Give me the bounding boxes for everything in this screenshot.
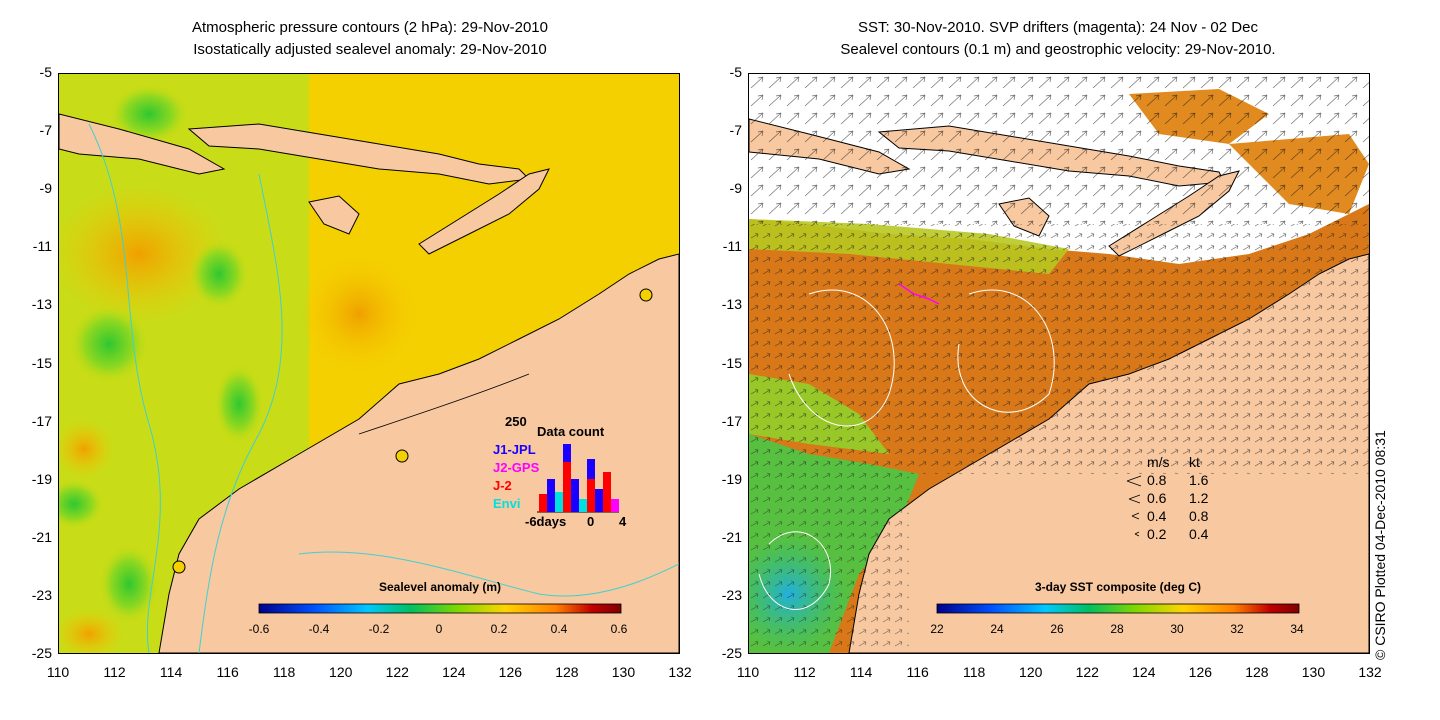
latitude-tick-label: -25	[31, 645, 52, 661]
latitude-tick-label: -9	[729, 180, 742, 197]
right-colorbar-tick: 30	[1170, 622, 1184, 636]
longitude-tick-label: 112	[793, 664, 816, 680]
longitude-tick-label: 130	[611, 664, 636, 680]
latitude-tick-label: -15	[31, 354, 52, 371]
longitude-tick-label: 112	[103, 664, 126, 680]
right-colorbar-tick: 22	[930, 622, 944, 636]
right-colorbar-title: 3-day SST composite (deg C)	[1034, 580, 1202, 594]
latitude-tick-label: -17	[721, 412, 742, 429]
latitude-tick-label: -13	[721, 296, 742, 313]
left-title-line2: Isostatically adjusted sealevel anomaly:…	[193, 41, 547, 58]
sealevel-anomaly-map[interactable]: 250 Data count J1-JPL J2-GPS J-2 Envi -6…	[58, 73, 680, 654]
speed-key-header-ms: m/s	[1147, 454, 1170, 470]
speed-key-kt: 1.2	[1189, 490, 1209, 506]
right-title-line1: SST: 30-Nov-2010. SVP drifters (magenta)…	[858, 19, 1258, 36]
right-colorbar-tick: 26	[1050, 622, 1064, 636]
longitude-tick-label: 122	[385, 664, 409, 680]
data-count-xlabel-zero: 0	[587, 514, 595, 529]
longitude-tick-label: 126	[498, 664, 523, 680]
longitude-tick-label: 124	[442, 664, 466, 680]
latitude-tick-label: -7	[729, 122, 742, 139]
latitude-tick-label: -17	[31, 412, 52, 429]
right-title-line2: Sealevel contours (0.1 m) and geostrophi…	[840, 41, 1276, 58]
right-colorbar-tick: 24	[990, 622, 1004, 636]
longitude-tick-label: 128	[555, 664, 579, 680]
longitude-tick-label: 126	[1188, 664, 1213, 680]
data-count-xlabel-end: 4	[619, 514, 627, 529]
longitude-tick-label: 118	[273, 664, 296, 680]
left-colorbar-tick: 0	[435, 622, 443, 636]
latitude-tick-label: -11	[722, 238, 742, 255]
left-colorbar-tick: -0.4	[308, 622, 330, 636]
speed-key-ms: 0.2	[1147, 526, 1167, 542]
data-count-xlabel-start: -6days	[525, 514, 567, 529]
longitude-tick-label: 116	[906, 664, 929, 680]
data-count-max-label: 250	[505, 414, 527, 429]
latitude-tick-label: -21	[721, 528, 742, 545]
latitude-tick-label: -7	[39, 122, 52, 139]
longitude-tick-label: 132	[1358, 664, 1382, 680]
speed-key-ms: 0.4	[1147, 508, 1167, 524]
left-colorbar-tick: 0.6	[610, 622, 628, 636]
longitude-tick-label: 116	[216, 664, 239, 680]
latitude-tick-label: -11	[32, 238, 52, 255]
latitude-tick-label: -19	[721, 470, 742, 487]
longitude-tick-label: 120	[1019, 664, 1043, 680]
latitude-tick-label: -15	[721, 354, 742, 371]
longitude-tick-label: 110	[46, 664, 70, 680]
latitude-tick-label: -23	[31, 586, 52, 603]
source-j2-gps: J2-GPS	[493, 460, 540, 475]
longitude-tick-label: 114	[159, 664, 183, 680]
speed-key-arrows	[1126, 475, 1142, 537]
longitude-tick-label: 110	[736, 664, 760, 680]
longitude-tick-label: 114	[849, 664, 873, 680]
longitude-tick-label: 132	[668, 664, 692, 680]
longitude-tick-label: 124	[1132, 664, 1156, 680]
speed-key-kt: 0.8	[1189, 508, 1209, 524]
left-colorbar-title: Sealevel anomaly (m)	[378, 580, 502, 594]
longitude-tick-label: 120	[329, 664, 353, 680]
left-colorbar-tick: -0.2	[368, 622, 390, 636]
latitude-tick-label: -5	[39, 64, 52, 80]
latitude-tick-label: -5	[729, 64, 742, 80]
latitude-tick-label: -21	[31, 528, 52, 545]
speed-key-ms: 0.8	[1147, 472, 1167, 488]
latitude-tick-label: -25	[721, 645, 742, 661]
left-title-line1: Atmospheric pressure contours (2 hPa): 2…	[191, 19, 548, 36]
speed-key-kt: 1.6	[1189, 472, 1209, 488]
longitude-tick-label: 118	[963, 664, 986, 680]
left-colorbar-tick: 0.4	[550, 622, 568, 636]
right-colorbar-tick: 32	[1230, 622, 1244, 636]
sealevel-anomaly-map-graphic	[59, 74, 679, 653]
latitude-tick-label: -9	[39, 180, 52, 197]
speed-key-ms: 0.6	[1147, 490, 1167, 506]
sst-map-graphic	[749, 74, 1369, 653]
speed-key-header-kt: kt	[1189, 454, 1200, 470]
longitude-tick-label: 122	[1075, 664, 1099, 680]
right-colorbar-tick: 34	[1290, 622, 1304, 636]
source-j-2: J-2	[493, 478, 512, 493]
source-envi: Envi	[493, 496, 521, 511]
sst-map[interactable]: m/s kt 0.8 1.6 0.6 1.2 0.4 0.8 0.2 0.4 3…	[748, 73, 1370, 654]
right-colorbar-tick: 28	[1110, 622, 1124, 636]
longitude-tick-label: 130	[1301, 664, 1326, 680]
data-count-bars	[537, 444, 619, 513]
left-colorbar-tick: 0.2	[490, 622, 508, 636]
latitude-tick-label: -23	[721, 586, 742, 603]
left-colorbar-tick: -0.6	[248, 622, 270, 636]
latitude-tick-label: -13	[31, 296, 52, 313]
speed-key-kt: 0.4	[1189, 526, 1209, 542]
latitude-tick-label: -19	[31, 470, 52, 487]
credit-label: © CSIRO Plotted 04-Dec-2010 08:31	[1372, 430, 1388, 660]
longitude-tick-label: 128	[1245, 664, 1269, 680]
data-count-title: Data count	[537, 424, 605, 439]
source-j1-jpl: J1-JPL	[493, 442, 536, 457]
